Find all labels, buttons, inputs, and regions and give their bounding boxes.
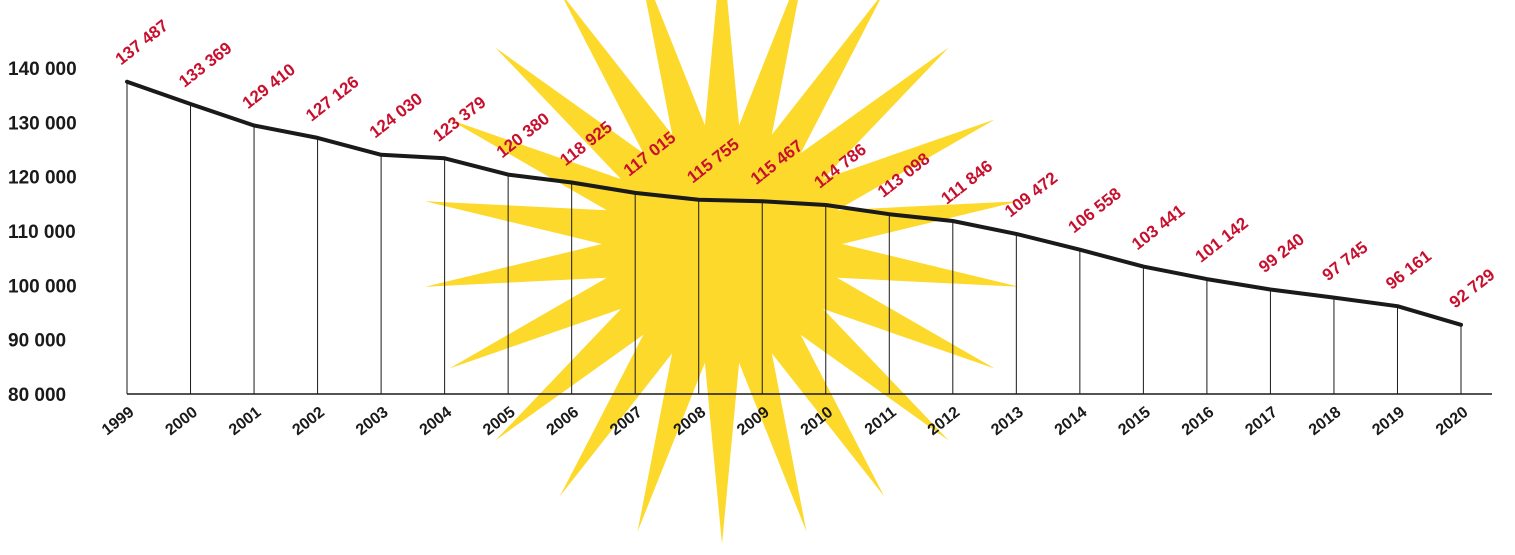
x-tick-label: 2015 [1115,404,1154,439]
data-label: 101 142 [1192,213,1252,266]
data-label: 99 240 [1255,230,1308,277]
x-tick-label: 2005 [480,404,519,439]
data-label: 103 441 [1128,201,1188,254]
data-label: 123 379 [429,93,489,146]
x-tick-label: 2002 [290,404,329,439]
x-tick-label: 2011 [862,404,900,439]
series-line [125,79,1463,327]
data-label: 137 487 [112,16,172,69]
x-tick-label: 2012 [925,404,964,439]
data-label: 124 030 [366,89,426,142]
x-tick-label: 2014 [1052,404,1091,439]
y-axis-ticks: 80 000 90 000 100 000 110 000 120 000 130 000… [8,59,77,406]
sun-burst-shape [425,0,1019,544]
x-tick-label: 2017 [1242,404,1281,439]
data-label: 106 558 [1065,184,1125,237]
series-line-path [125,79,1463,327]
data-label: 127 126 [302,72,362,125]
x-tick-label: 2016 [1179,404,1218,439]
sun-burst-icon [425,0,1019,544]
x-tick-label: 2013 [988,404,1027,439]
x-tick-label: 2019 [1369,404,1408,439]
y-tick-label: 110 000 [8,222,76,243]
x-tick-label: 2003 [353,404,392,439]
y-tick-label: 100 000 [8,276,77,297]
x-tick-label: 1999 [99,404,138,439]
y-tick-label: 80 000 [8,385,66,406]
x-tick-label: 2020 [1433,404,1472,439]
data-label: 96 161 [1382,246,1435,293]
x-tick-label: 2006 [544,404,583,439]
x-tick-label: 2001 [226,404,265,439]
drop-lines [126,81,1462,394]
y-tick-label: 130 000 [8,113,77,134]
data-label: 97 745 [1319,238,1372,285]
x-tick-label: 2018 [1306,404,1345,439]
y-tick-label: 140 000 [8,59,77,80]
y-tick-label: 120 000 [8,168,77,189]
data-label: 109 472 [1001,168,1061,221]
data-label: 92 729 [1446,265,1499,312]
data-label: 111 846 [938,156,997,208]
x-tick-label: 2004 [417,404,456,439]
data-label: 129 410 [239,60,299,113]
data-label: 133 369 [175,38,235,91]
x-tick-label: 2000 [162,404,201,439]
y-tick-label: 90 000 [8,331,66,352]
